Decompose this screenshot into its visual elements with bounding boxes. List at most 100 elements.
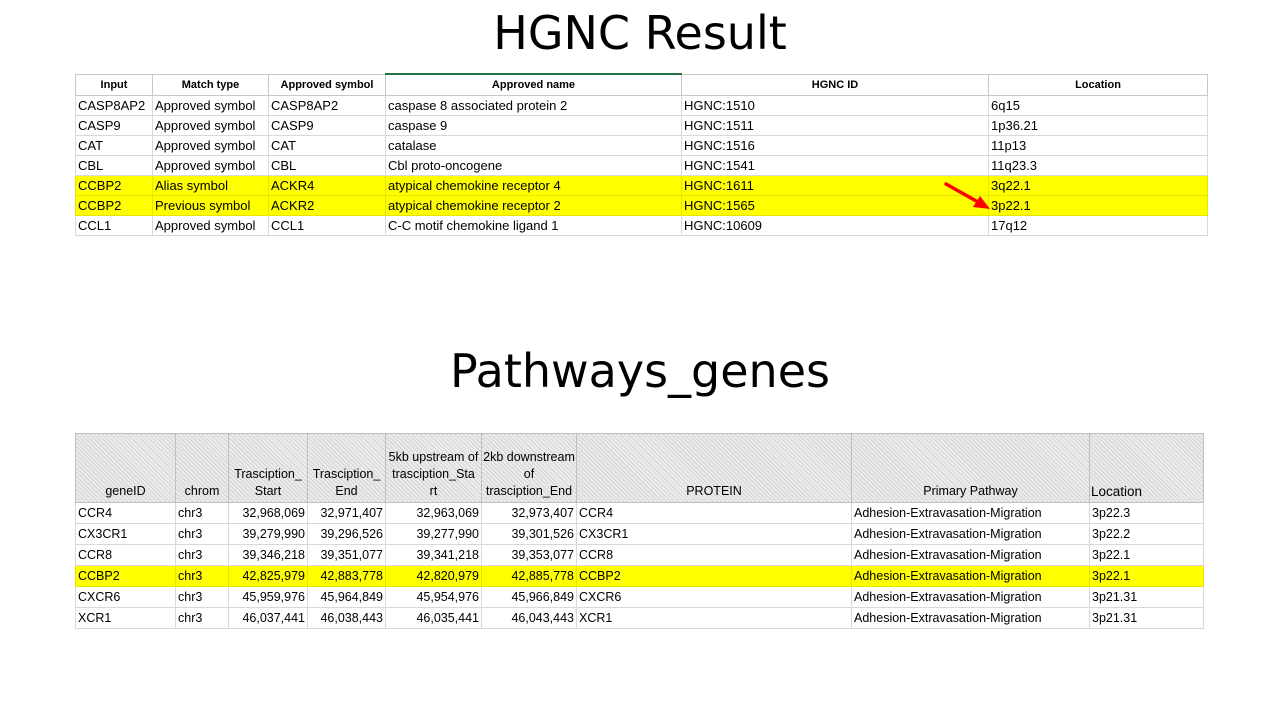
table-cell[interactable]: atypical chemokine receptor 2 — [385, 195, 682, 216]
table-cell[interactable]: ACKR4 — [268, 175, 386, 196]
hgnc-header-input[interactable]: Input — [75, 73, 153, 96]
table-cell[interactable]: XCR1 — [576, 607, 852, 629]
table-cell[interactable]: 32,973,407 — [481, 502, 577, 524]
hgnc-header-approved-symbol[interactable]: Approved symbol — [268, 73, 386, 96]
table-cell[interactable]: Adhesion-Extravasation-Migration — [851, 607, 1090, 629]
table-cell[interactable]: CCR4 — [75, 502, 176, 524]
table-cell[interactable]: 3p22.1 — [1089, 544, 1204, 566]
table-cell[interactable]: CBL — [268, 155, 386, 176]
table-cell[interactable]: atypical chemokine receptor 4 — [385, 175, 682, 196]
table-cell[interactable]: CCL1 — [268, 215, 386, 236]
table-cell[interactable]: 17q12 — [988, 215, 1208, 236]
table-cell[interactable]: chr3 — [175, 502, 229, 524]
hgnc-header-location[interactable]: Location — [988, 73, 1208, 96]
table-cell[interactable]: caspase 9 — [385, 115, 682, 136]
table-cell[interactable]: 6q15 — [988, 95, 1208, 116]
table-cell[interactable]: Previous symbol — [152, 195, 269, 216]
table-cell[interactable]: CASP8AP2 — [268, 95, 386, 116]
table-cell[interactable]: CCR8 — [75, 544, 176, 566]
table-cell[interactable]: CX3CR1 — [75, 523, 176, 545]
table-cell[interactable]: CX3CR1 — [576, 523, 852, 545]
table-cell[interactable]: chr3 — [175, 607, 229, 629]
table-cell[interactable]: Adhesion-Extravasation-Migration — [851, 523, 1090, 545]
table-cell[interactable]: 42,885,778 — [481, 565, 577, 587]
table-cell[interactable]: HGNC:1611 — [681, 175, 989, 196]
table-cell[interactable]: 3p21.31 — [1089, 607, 1204, 629]
table-cell[interactable]: Approved symbol — [152, 215, 269, 236]
table-cell[interactable]: Approved symbol — [152, 135, 269, 156]
table-cell[interactable]: 42,825,979 — [228, 565, 308, 587]
table-cell[interactable]: CCR8 — [576, 544, 852, 566]
table-cell[interactable]: HGNC:1510 — [681, 95, 989, 116]
table-cell[interactable]: HGNC:10609 — [681, 215, 989, 236]
table-cell[interactable]: CASP9 — [75, 115, 153, 136]
table-cell[interactable]: caspase 8 associated protein 2 — [385, 95, 682, 116]
table-cell[interactable]: 3q22.1 — [988, 175, 1208, 196]
table-cell[interactable]: 45,964,849 — [307, 586, 386, 608]
table-cell[interactable]: CXCR6 — [75, 586, 176, 608]
table-cell[interactable]: CCBP2 — [75, 195, 153, 216]
table-cell[interactable]: Approved symbol — [152, 95, 269, 116]
table-cell[interactable]: 46,037,441 — [228, 607, 308, 629]
pathways-header-5kb-upstream[interactable]: 5kb upstream of trasciption_Sta rt — [385, 433, 482, 503]
table-cell[interactable]: 39,296,526 — [307, 523, 386, 545]
pathways-header-primary-pathway[interactable]: Primary Pathway — [851, 433, 1090, 503]
pathways-header-protein[interactable]: PROTEIN — [576, 433, 852, 503]
table-cell[interactable]: XCR1 — [75, 607, 176, 629]
pathways-header-transcription-end[interactable]: Trasciption_ End — [307, 433, 386, 503]
table-cell[interactable]: CASP8AP2 — [75, 95, 153, 116]
table-cell[interactable]: CCR4 — [576, 502, 852, 524]
table-cell[interactable]: 39,279,990 — [228, 523, 308, 545]
hgnc-header-approved-name[interactable]: Approved name — [385, 73, 682, 96]
table-cell[interactable]: Adhesion-Extravasation-Migration — [851, 502, 1090, 524]
table-cell[interactable]: chr3 — [175, 565, 229, 587]
table-cell[interactable]: CAT — [268, 135, 386, 156]
table-cell[interactable]: 3p21.31 — [1089, 586, 1204, 608]
table-cell[interactable]: Alias symbol — [152, 175, 269, 196]
table-cell[interactable]: CCBP2 — [75, 565, 176, 587]
table-cell[interactable]: Approved symbol — [152, 115, 269, 136]
table-cell[interactable]: 39,301,526 — [481, 523, 577, 545]
table-cell[interactable]: 3p22.3 — [1089, 502, 1204, 524]
table-cell[interactable]: HGNC:1565 — [681, 195, 989, 216]
table-cell[interactable]: 46,043,443 — [481, 607, 577, 629]
table-cell[interactable]: 11p13 — [988, 135, 1208, 156]
table-cell[interactable]: HGNC:1516 — [681, 135, 989, 156]
table-cell[interactable]: 32,971,407 — [307, 502, 386, 524]
hgnc-header-match-type[interactable]: Match type — [152, 73, 269, 96]
table-cell[interactable]: Adhesion-Extravasation-Migration — [851, 565, 1090, 587]
pathways-header-transcription-start[interactable]: Trasciption_ Start — [228, 433, 308, 503]
table-cell[interactable]: 46,035,441 — [385, 607, 482, 629]
table-cell[interactable]: 11q23.3 — [988, 155, 1208, 176]
table-cell[interactable]: CAT — [75, 135, 153, 156]
table-cell[interactable]: 42,820,979 — [385, 565, 482, 587]
table-cell[interactable]: CCBP2 — [75, 175, 153, 196]
table-cell[interactable]: Adhesion-Extravasation-Migration — [851, 544, 1090, 566]
table-cell[interactable]: Approved symbol — [152, 155, 269, 176]
table-cell[interactable]: 45,959,976 — [228, 586, 308, 608]
table-cell[interactable]: 3p22.1 — [988, 195, 1208, 216]
table-cell[interactable]: CCBP2 — [576, 565, 852, 587]
pathways-header-location[interactable]: Location — [1089, 433, 1204, 503]
table-cell[interactable]: ACKR2 — [268, 195, 386, 216]
table-cell[interactable]: 39,346,218 — [228, 544, 308, 566]
pathways-header-chrom[interactable]: chrom — [175, 433, 229, 503]
table-cell[interactable]: CCL1 — [75, 215, 153, 236]
pathways-header-2kb-downstream[interactable]: 2kb downstream of trasciption_End — [481, 433, 577, 503]
table-cell[interactable]: 45,966,849 — [481, 586, 577, 608]
table-cell[interactable]: 39,341,218 — [385, 544, 482, 566]
table-cell[interactable]: 42,883,778 — [307, 565, 386, 587]
hgnc-header-hgnc-id[interactable]: HGNC ID — [681, 73, 989, 96]
table-cell[interactable]: 39,353,077 — [481, 544, 577, 566]
table-cell[interactable]: 1p36.21 — [988, 115, 1208, 136]
table-cell[interactable]: Cbl proto-oncogene — [385, 155, 682, 176]
table-cell[interactable]: HGNC:1541 — [681, 155, 989, 176]
table-cell[interactable]: catalase — [385, 135, 682, 156]
table-cell[interactable]: 45,954,976 — [385, 586, 482, 608]
table-cell[interactable]: CXCR6 — [576, 586, 852, 608]
table-cell[interactable]: 39,277,990 — [385, 523, 482, 545]
table-cell[interactable]: 39,351,077 — [307, 544, 386, 566]
table-cell[interactable]: C-C motif chemokine ligand 1 — [385, 215, 682, 236]
table-cell[interactable]: chr3 — [175, 544, 229, 566]
table-cell[interactable]: Adhesion-Extravasation-Migration — [851, 586, 1090, 608]
